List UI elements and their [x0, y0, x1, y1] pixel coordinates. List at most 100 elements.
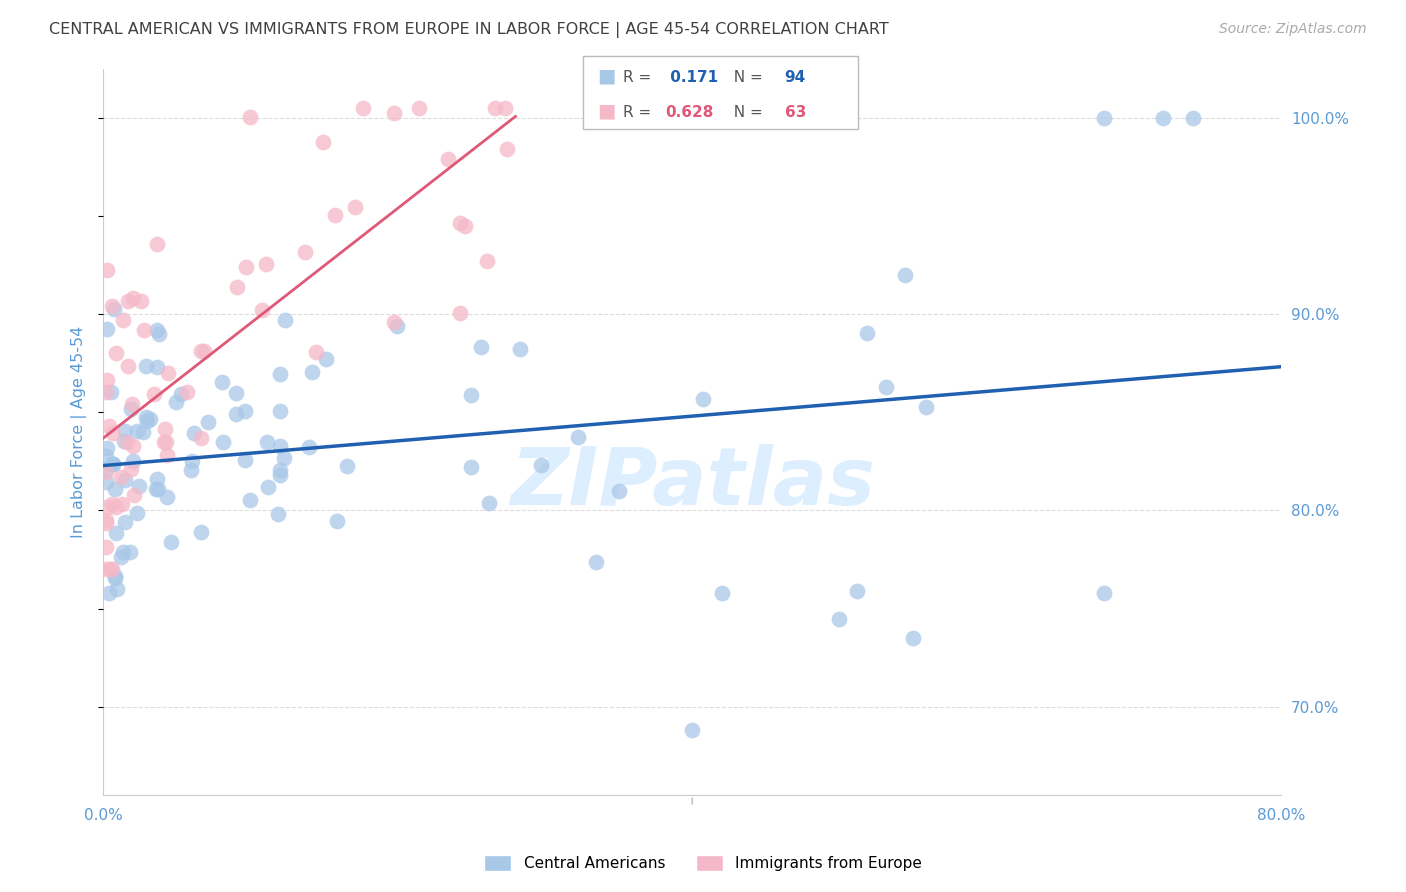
Point [585, 555, 607, 569]
Point [111, 497, 134, 511]
Text: R =: R = [623, 105, 657, 120]
Text: ■: ■ [598, 102, 616, 121]
Text: N =: N = [724, 70, 768, 85]
Text: ZIPatlas: ZIPatlas [509, 444, 875, 522]
Point [100, 384, 122, 399]
Point [180, 454, 202, 468]
Point [235, 260, 257, 275]
Point [96, 465, 118, 479]
Point [136, 414, 159, 428]
Point [382, 105, 405, 120]
Point [132, 425, 155, 439]
Point [269, 439, 291, 453]
Point [121, 454, 143, 468]
Point [145, 482, 167, 496]
Point [105, 525, 128, 540]
Point [160, 535, 183, 549]
Point [323, 208, 346, 222]
Y-axis label: In Labor Force | Age 45-54: In Labor Force | Age 45-54 [72, 326, 87, 538]
Point [96, 322, 118, 336]
Point [101, 562, 124, 576]
Point [128, 479, 150, 493]
Point [239, 111, 262, 125]
Point [156, 490, 179, 504]
Point [112, 434, 135, 449]
Text: N =: N = [724, 105, 768, 120]
Point [114, 424, 136, 438]
Point [122, 439, 145, 453]
Point [267, 508, 290, 522]
Point [475, 254, 498, 268]
Point [269, 468, 291, 483]
Point [122, 488, 145, 502]
Point [120, 462, 142, 476]
Point [315, 352, 337, 367]
Point [146, 359, 169, 374]
Point [312, 136, 335, 150]
Point [225, 385, 247, 400]
Point [211, 375, 233, 389]
Point [96, 442, 118, 456]
Point [104, 571, 127, 585]
Point [382, 315, 405, 329]
Point [105, 345, 128, 359]
Point [894, 268, 917, 283]
Point [343, 200, 366, 214]
Text: 0.628: 0.628 [665, 105, 713, 120]
Point [828, 611, 851, 625]
Point [269, 463, 291, 477]
Point [190, 524, 212, 539]
Point [233, 453, 256, 467]
Point [325, 514, 347, 528]
Point [114, 515, 136, 529]
Point [134, 323, 156, 337]
Point [121, 397, 143, 411]
Point [901, 631, 924, 645]
Point [681, 723, 703, 738]
Point [385, 318, 408, 333]
Point [1094, 586, 1116, 600]
Point [352, 101, 374, 115]
Point [135, 359, 157, 373]
Point [449, 216, 471, 230]
Point [131, 293, 153, 308]
Point [607, 483, 630, 498]
Point [298, 440, 321, 454]
Point [112, 544, 135, 558]
Point [101, 425, 124, 440]
Point [484, 101, 506, 115]
Point [190, 431, 212, 445]
Point [252, 303, 274, 318]
Point [101, 457, 124, 471]
Point [170, 387, 193, 401]
Point [509, 343, 531, 357]
Point [437, 152, 460, 166]
Point [110, 549, 132, 564]
Legend: Central Americans, Immigrants from Europe: Central Americans, Immigrants from Europ… [478, 849, 928, 877]
Point [148, 482, 170, 496]
Point [146, 237, 169, 252]
Point [104, 568, 127, 582]
Point [496, 142, 519, 156]
Point [96, 462, 118, 476]
Point [239, 493, 262, 508]
Text: 0.171: 0.171 [665, 70, 718, 85]
Point [156, 448, 179, 462]
Point [692, 392, 714, 406]
Text: Source: ZipAtlas.com: Source: ZipAtlas.com [1219, 22, 1367, 37]
Point [180, 463, 202, 477]
Point [96, 385, 118, 400]
Point [449, 306, 471, 320]
Point [96, 562, 118, 576]
Point [120, 545, 142, 559]
Point [146, 323, 169, 337]
Point [139, 411, 162, 425]
Point [103, 301, 125, 316]
Point [104, 500, 127, 515]
Point [156, 366, 179, 380]
Point [176, 385, 198, 400]
Point [96, 513, 118, 527]
Point [211, 435, 233, 450]
Point [103, 458, 125, 472]
Point [96, 373, 118, 387]
